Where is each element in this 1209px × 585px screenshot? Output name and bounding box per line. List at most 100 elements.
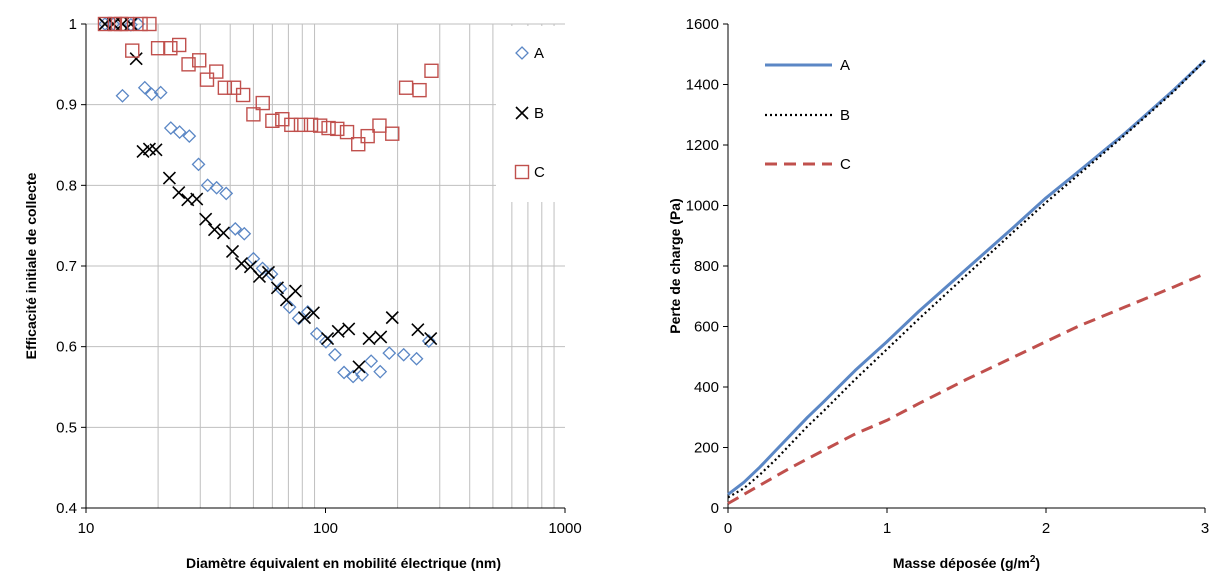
data-point-a: [191, 157, 206, 172]
x-tick-label: 100: [313, 520, 338, 537]
series-c: [97, 16, 439, 152]
data-point-c: [339, 124, 355, 140]
y-axis-title: Perte de charge (Pa): [667, 198, 683, 333]
x-tick-label: 1000: [548, 520, 581, 537]
data-point-c: [284, 117, 299, 133]
y-tick-label: 1000: [686, 198, 719, 215]
data-point-c: [246, 107, 261, 122]
data-point-c: [372, 118, 387, 133]
data-point-c: [217, 80, 233, 95]
data-point-c: [330, 121, 345, 137]
data-point-a: [364, 354, 379, 369]
data-point-c: [275, 111, 290, 127]
y-tick-label: 600: [694, 319, 719, 336]
data-point-c: [351, 136, 366, 152]
data-point-b: [270, 281, 285, 295]
y-tick-label: 1200: [686, 137, 719, 154]
data-point-b: [207, 223, 222, 237]
data-point-a: [172, 125, 187, 140]
collection-efficiency-chart: 0.4 0.5 0.6 0.7 0.8 0.9 1 10 100 1000 Diamètre équ…: [23, 16, 582, 571]
y-tick-label: 800: [694, 258, 719, 275]
data-point-c: [360, 128, 375, 144]
series-line-c: [727, 272, 1206, 505]
data-point-c: [226, 80, 242, 95]
pressure-drop-chart: 0 200 400 600 800 1000 1200 1400 1600 0 1 2 3 Masse d…: [667, 16, 1209, 571]
data-point-c: [235, 87, 251, 103]
data-point-b: [129, 52, 143, 66]
data-point-a: [182, 129, 197, 144]
data-point-b: [352, 360, 366, 374]
data-point-a: [137, 80, 152, 95]
legend-label-c: C: [840, 156, 851, 173]
data-point-b: [225, 244, 240, 259]
data-point-b: [385, 311, 399, 325]
data-point-b: [149, 143, 163, 157]
data-point-b: [106, 17, 120, 31]
data-point-b: [362, 332, 376, 346]
data-point-c: [119, 16, 134, 32]
x-tick-label: 2: [1042, 520, 1050, 537]
data-point-a: [421, 334, 436, 348]
legend-background: [496, 26, 565, 202]
legend-label-a: A: [534, 45, 544, 62]
data-point-b: [199, 212, 213, 226]
data-point-a: [309, 326, 324, 341]
data-point-b: [424, 332, 438, 346]
data-point-c: [424, 63, 439, 78]
data-point-b: [172, 186, 186, 200]
data-point-a: [200, 178, 215, 193]
data-point-a: [396, 347, 411, 362]
data-point-b: [306, 306, 320, 320]
data-point-c: [199, 72, 215, 87]
y-tick-label: 0.8: [56, 177, 77, 194]
x-axis-title: Diamètre équivalent en mobilité électriq…: [186, 555, 501, 571]
x-tick-label: 1: [883, 520, 891, 537]
data-point-b: [342, 322, 356, 336]
data-point-c: [312, 118, 328, 133]
data-point-a: [328, 347, 342, 362]
legend-label-b: B: [840, 107, 850, 124]
data-point-b: [374, 330, 388, 344]
data-point-c: [303, 117, 319, 133]
data-point-b: [288, 284, 303, 298]
y-tick-label: 200: [694, 440, 719, 457]
data-point-c: [412, 82, 427, 98]
data-point-a: [153, 85, 168, 100]
legend-label-b: B: [534, 105, 544, 122]
data-point-b: [331, 324, 345, 338]
data-point-c: [133, 16, 148, 32]
y-axis-title: Efficacité initiale de collecte: [23, 172, 39, 359]
data-point-c: [181, 57, 196, 72]
legend-label-c: C: [534, 164, 545, 181]
data-point-c: [385, 126, 400, 141]
y-tick-label: 0.5: [56, 419, 77, 436]
data-point-a: [355, 367, 370, 382]
data-point-a: [228, 221, 243, 236]
data-point-c: [265, 113, 280, 129]
data-point-c: [293, 117, 309, 133]
y-tick-label: 1: [69, 16, 77, 33]
y-tick-label: 0.7: [56, 258, 77, 275]
data-point-b: [252, 269, 267, 284]
series-line-a: [727, 59, 1207, 496]
data-point-c: [163, 41, 178, 56]
data-point-a: [163, 121, 178, 135]
y-tick-label: 400: [694, 379, 719, 396]
y-tick-label: 1600: [686, 16, 719, 33]
data-point-c: [97, 16, 113, 32]
data-point-a: [237, 226, 252, 241]
data-point-b: [297, 311, 312, 325]
legend-marker-b: [515, 106, 529, 120]
x-tick-label: 10: [78, 520, 95, 537]
legend-marker-a: [515, 46, 529, 60]
data-point-c: [321, 120, 336, 136]
data-point-a: [219, 186, 234, 201]
data-point-c: [398, 80, 414, 95]
legend-label-a: A: [840, 57, 850, 74]
legend-marker-c: [514, 164, 530, 180]
series-a: [98, 17, 436, 384]
data-point-c: [172, 37, 187, 53]
data-point-b: [234, 257, 249, 271]
y-tick-label: 0.6: [56, 339, 77, 356]
